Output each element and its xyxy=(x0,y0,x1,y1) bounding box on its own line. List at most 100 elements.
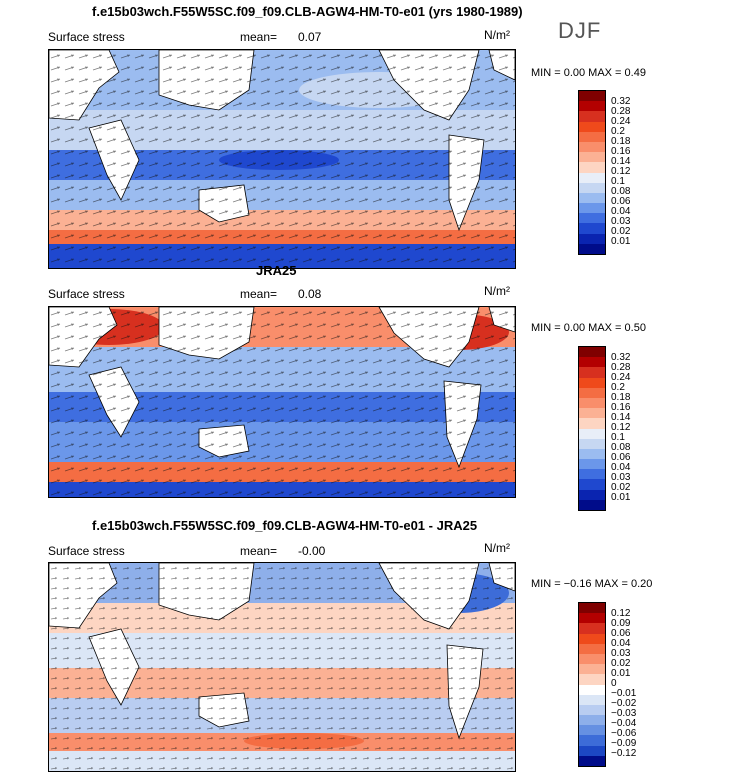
colorbar-segment xyxy=(579,243,605,254)
panel2-cbar-label: 0.02 xyxy=(611,482,631,493)
panel2-min-max: MIN = 0.00 MAX = 0.50 xyxy=(531,322,646,334)
colorbar-segment xyxy=(579,428,605,439)
panel2-cbar-label: 0.28 xyxy=(611,362,631,373)
colorbar-segment xyxy=(579,418,605,429)
colorbar-segment xyxy=(579,223,605,234)
colorbar-segment xyxy=(579,377,605,388)
panel3-min-max: MIN = −0.16 MAX = 0.20 xyxy=(531,578,653,590)
panel1-map xyxy=(48,49,516,269)
panel1-cbar-label: 0.08 xyxy=(611,186,631,197)
panel3-cbar-label: 0.12 xyxy=(611,608,631,619)
panel2-map xyxy=(48,306,516,498)
panel1-map-svg xyxy=(49,50,515,268)
panel2-colorbar-segments xyxy=(579,347,605,510)
colorbar-segment xyxy=(579,408,605,419)
colorbar-segment xyxy=(579,459,605,470)
panel3-title: f.e15b03wch.F55W5SC.f09_f09.CLB-AGW4-HM-… xyxy=(92,518,478,533)
colorbar-segment xyxy=(579,357,605,368)
colorbar-segment xyxy=(579,684,605,695)
colorbar-segment xyxy=(579,152,605,163)
colorbar-segment xyxy=(579,397,605,409)
colorbar-segment xyxy=(579,633,605,644)
panel2-cbar-label: 0.01 xyxy=(611,492,631,503)
panel3-cbar-label: 0.09 xyxy=(611,618,631,629)
colorbar-segment xyxy=(579,347,605,358)
colorbar-segment xyxy=(579,469,605,480)
panel1-cbar-label: 0.06 xyxy=(611,196,631,207)
panel2-cbar-label: 0.04 xyxy=(611,462,631,473)
panel2-units: N/m² xyxy=(484,284,510,298)
colorbar-segment xyxy=(579,192,605,204)
colorbar-segment xyxy=(579,203,605,214)
panel1-cbar-label: 0.1 xyxy=(611,176,625,187)
colorbar-segment xyxy=(579,367,605,378)
panel1-title: f.e15b03wch.F55W5SC.f09_f09.CLB-AGW4-HM-… xyxy=(92,4,523,19)
colorbar-segment xyxy=(579,735,605,746)
colorbar-segment xyxy=(579,91,605,102)
panel2-cbar-label: 0.32 xyxy=(611,352,631,363)
panel2-map-svg xyxy=(49,307,515,497)
panel3-variable: Surface stress xyxy=(48,544,125,558)
panel3-cbar-label: 0.04 xyxy=(611,638,631,649)
panel3-cbar-label: −0.02 xyxy=(611,698,637,709)
panel3-map-svg xyxy=(49,563,515,771)
colorbar-segment xyxy=(579,172,605,183)
panel2-mean-label: mean= xyxy=(240,287,278,301)
colorbar-segment xyxy=(579,664,605,675)
panel2-mean-value: 0.08 xyxy=(298,287,322,301)
panel1-units: N/m² xyxy=(484,28,510,42)
panel1-colorbar-labels: 0.32 0.28 0.24 0.2 0.18 0.16 0.14 0.12 0… xyxy=(611,90,651,253)
colorbar-segment xyxy=(579,745,605,756)
panel1-cbar-label: 0.14 xyxy=(611,156,631,167)
colorbar-segment xyxy=(579,653,605,665)
colorbar-segment xyxy=(579,162,605,173)
panel1-cbar-label: 0.28 xyxy=(611,106,631,117)
panel1-cbar-label: 0.03 xyxy=(611,216,631,227)
panel3-cbar-label: −0.01 xyxy=(611,688,637,699)
colorbar-segment xyxy=(579,438,605,449)
panel3-colorbar xyxy=(578,602,606,767)
panel2-cbar-label: 0.24 xyxy=(611,372,631,383)
panel1-cbar-label: 0.02 xyxy=(611,226,631,237)
panel1-colorbar-segments xyxy=(579,91,605,254)
panel2-cbar-label: 0.18 xyxy=(611,392,631,403)
panel3-cbar-label: −0.12 xyxy=(611,748,637,759)
panel2-cbar-label: 0.08 xyxy=(611,442,631,453)
panel1-colorbar xyxy=(578,90,606,255)
panel1-variable: Surface stress xyxy=(48,30,125,44)
colorbar-segment xyxy=(579,715,605,726)
panel3-units: N/m² xyxy=(484,541,510,555)
panel3-mean-label: mean= xyxy=(240,544,278,558)
panel2-colorbar-labels: 0.32 0.28 0.24 0.2 0.18 0.16 0.14 0.12 0… xyxy=(611,346,651,509)
panel3-colorbar-segments xyxy=(579,603,605,766)
panel3-cbar-label: −0.04 xyxy=(611,718,637,729)
colorbar-segment xyxy=(579,643,605,654)
panel2-colorbar xyxy=(578,346,606,511)
colorbar-segment xyxy=(579,387,605,398)
panel3-cbar-label: 0.02 xyxy=(611,658,631,669)
colorbar-segment xyxy=(579,479,605,490)
panel2-cbar-label: 0.1 xyxy=(611,432,625,443)
colorbar-segment xyxy=(579,111,605,122)
colorbar-segment xyxy=(579,603,605,614)
panel1-cbar-label: 0.18 xyxy=(611,136,631,147)
panel1-cbar-label: 0.04 xyxy=(611,206,631,217)
panel3-cbar-label: 0 xyxy=(611,678,617,689)
colorbar-segment xyxy=(579,448,605,460)
panel3-cbar-label: −0.03 xyxy=(611,708,637,719)
panel3-cbar-label: −0.06 xyxy=(611,728,637,739)
panel2-cbar-label: 0.06 xyxy=(611,452,631,463)
colorbar-segment xyxy=(579,101,605,112)
panel2-cbar-label: 0.14 xyxy=(611,412,631,423)
colorbar-segment xyxy=(579,755,605,766)
panel3-cbar-label: 0.01 xyxy=(611,668,631,679)
panel2-title: JRA25 xyxy=(256,263,297,278)
colorbar-segment xyxy=(579,131,605,142)
panel1-cbar-label: 0.32 xyxy=(611,96,631,107)
colorbar-segment xyxy=(579,613,605,624)
colorbar-segment xyxy=(579,233,605,244)
panel3-cbar-label: 0.03 xyxy=(611,648,631,659)
panel2-cbar-label: 0.12 xyxy=(611,422,631,433)
panel2-cbar-label: 0.2 xyxy=(611,382,625,393)
panel3-cbar-label: −0.09 xyxy=(611,738,637,749)
